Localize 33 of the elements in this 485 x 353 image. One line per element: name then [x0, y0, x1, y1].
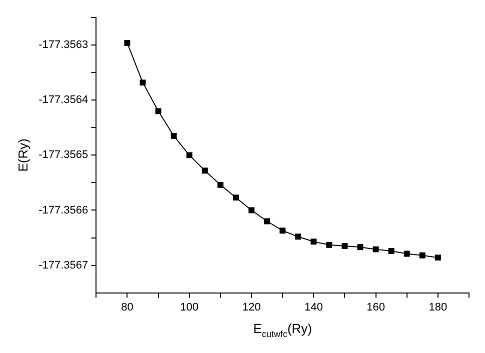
point: [248, 207, 254, 214]
point: [372, 246, 379, 252]
point: [357, 244, 364, 250]
y-tick-label: -177.3564: [38, 94, 88, 106]
point: [155, 108, 162, 114]
y-tick-label: -177.3563: [38, 39, 88, 52]
y-tick-label: -177.3565: [38, 149, 88, 162]
y-tick-label: -177.3567: [38, 259, 88, 272]
point: [434, 254, 441, 261]
x-tick-label: 80: [121, 301, 134, 314]
point: [342, 243, 348, 249]
x-tick-label: 160: [366, 301, 385, 314]
point: [232, 194, 239, 201]
point: [280, 228, 286, 234]
x-tick-label: 140: [304, 301, 323, 314]
point: [170, 132, 177, 139]
x-tick-label: 180: [428, 301, 448, 314]
point: [264, 218, 270, 224]
point: [326, 242, 332, 248]
y-tick-label: -177.3566: [38, 204, 88, 216]
x-tick-label: 100: [180, 301, 199, 314]
point: [202, 168, 208, 174]
x-tick-label: 120: [242, 301, 261, 314]
point: [217, 182, 224, 188]
point: [419, 252, 426, 258]
point: [404, 250, 410, 257]
y-axis-title: E(Ry): [15, 138, 30, 172]
point: [140, 80, 146, 86]
point: [124, 40, 130, 46]
point: [295, 234, 302, 240]
point: [186, 152, 192, 158]
point: [310, 238, 317, 245]
point: [388, 248, 394, 254]
